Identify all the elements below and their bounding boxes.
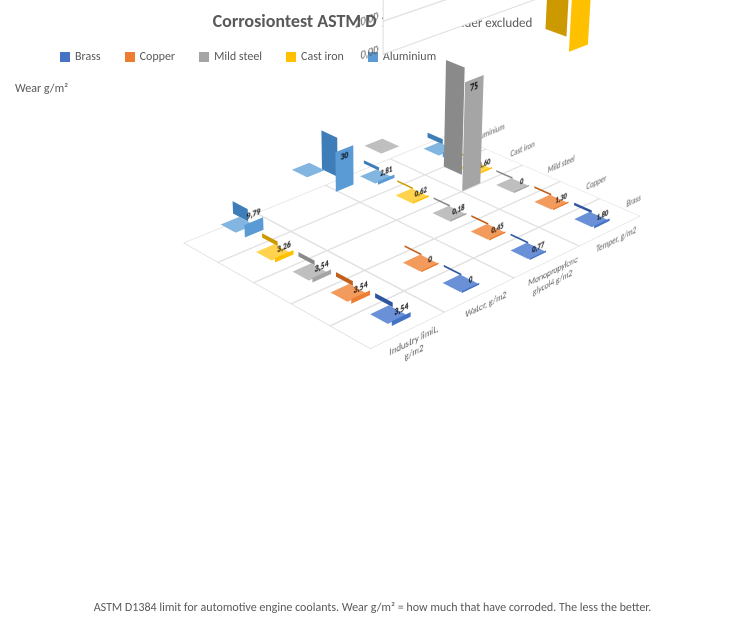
bar-top [363,138,398,153]
series-label: Cast iron [510,138,535,159]
legend-swatch [286,52,296,62]
legend-swatch [199,52,209,62]
bar-side [320,130,336,176]
legend-item: Cast iron [286,50,344,64]
bar-side [443,59,464,174]
legend-swatch [125,52,135,62]
legend-item: Brass [60,50,101,64]
legend-item: Mild steel [199,50,262,64]
chart-container: { "title_main": "Corrosiontest ASTM D 13… [0,0,745,627]
series-label: Brass [625,191,640,209]
legend-swatch [60,52,70,62]
legend: BrassCopperMild steelCast ironAluminium [60,50,436,64]
legend-label: Copper [140,50,176,64]
bar-front: 30 [334,145,352,191]
bar-value-label: 75 [463,75,482,96]
bar-front: 75 [461,74,482,190]
bar-value-label: 9,79 [243,203,262,222]
legend-item: Copper [125,50,176,64]
series-label: Mild steel [547,152,575,175]
chart-scene: 0,0020,0040,0060,0080,00100,00120,00140,… [0,80,745,580]
legend-label: Brass [75,50,101,64]
legend-label: Mild steel [214,50,262,64]
series-label: Copper [585,172,606,192]
footnote: ASTM D1384 limit for automotive engine c… [0,601,745,615]
legend-label: Cast iron [301,50,344,64]
bar-top [291,162,324,177]
